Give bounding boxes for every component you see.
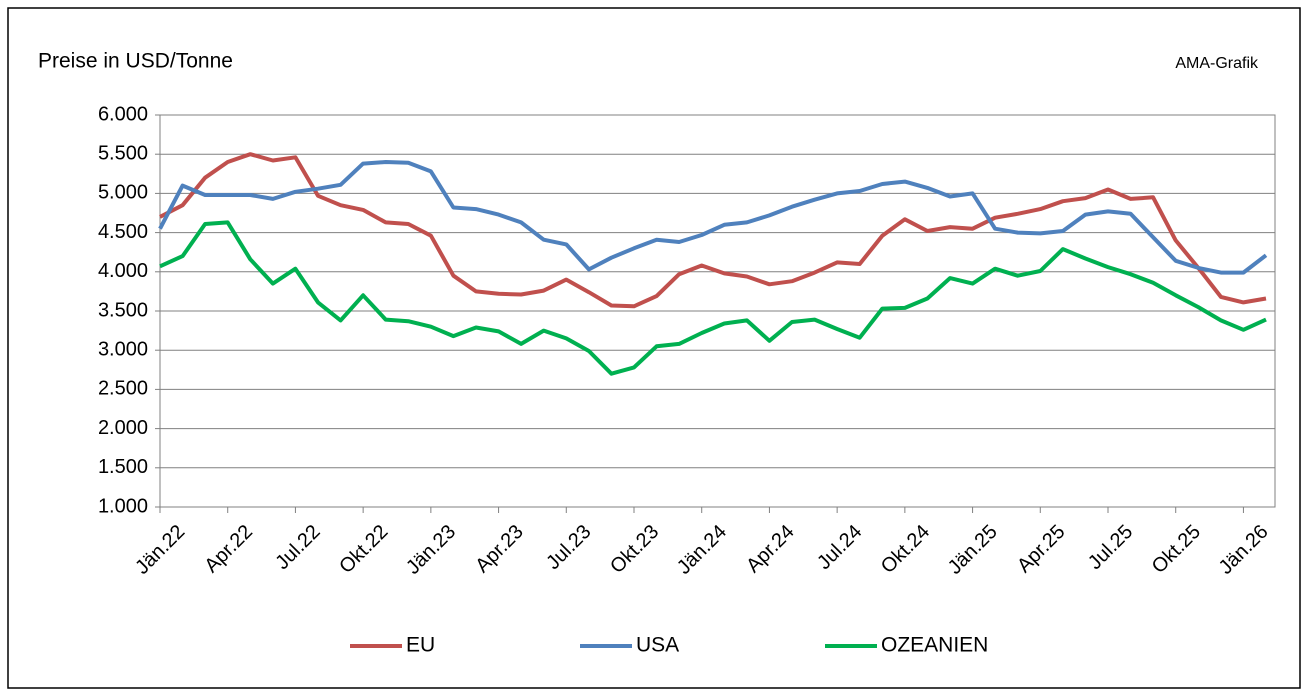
source-label: AMA-Grafik	[1175, 55, 1259, 72]
y-tick-label: 1.000	[98, 495, 148, 517]
y-tick-label: 6.000	[98, 103, 148, 125]
plot-frame	[159, 114, 1276, 508]
y-tick-label: 1.500	[98, 456, 148, 478]
y-tick-label: 4.500	[98, 221, 148, 243]
line-series	[158, 160, 1268, 275]
y-tick-label: 5.500	[98, 142, 148, 164]
line-series	[159, 220, 1267, 376]
y-tick-label: 3.000	[98, 338, 148, 360]
legend-label: USA	[636, 634, 679, 657]
chart-title: Preise in USD/Tonne	[38, 50, 233, 73]
y-tick-label: 3.500	[98, 299, 148, 321]
y-tick-label: 2.500	[98, 378, 148, 400]
y-tick-label: 4.000	[98, 260, 148, 282]
y-tick-label: 2.000	[98, 417, 148, 439]
y-tick-label: 5.000	[98, 182, 148, 204]
legend-label: EU	[406, 634, 435, 657]
legend-label: OZEANIEN	[881, 634, 988, 657]
line-series	[159, 152, 1267, 309]
